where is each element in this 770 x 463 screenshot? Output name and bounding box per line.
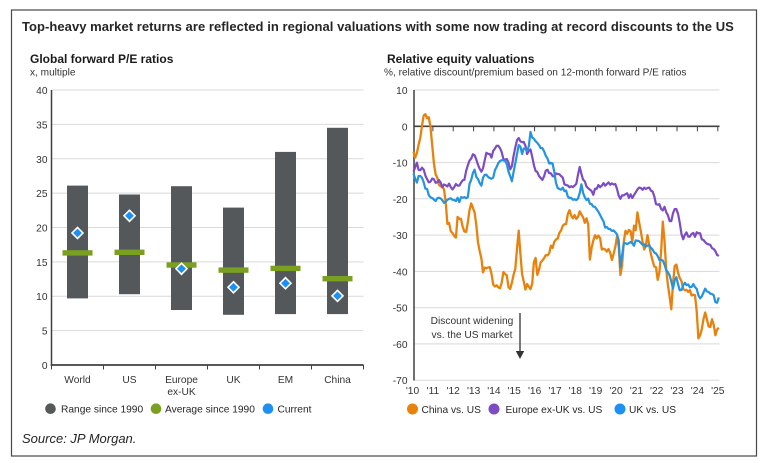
svg-text:China vs. US: China vs. US [422, 405, 482, 416]
svg-text:25: 25 [36, 189, 48, 200]
svg-text:'23: '23 [670, 386, 684, 397]
svg-text:'25: '25 [711, 386, 725, 397]
svg-text:-50: -50 [393, 304, 408, 315]
svg-text:Average since 1990: Average since 1990 [165, 405, 255, 416]
svg-text:0: 0 [42, 361, 48, 372]
svg-text:'15: '15 [508, 386, 522, 397]
svg-text:UK vs. US: UK vs. US [629, 405, 676, 416]
svg-text:20: 20 [36, 224, 48, 235]
svg-text:0: 0 [402, 122, 408, 133]
svg-text:Europe ex-UK vs. US: Europe ex-UK vs. US [506, 405, 603, 416]
svg-text:5: 5 [42, 327, 48, 338]
svg-text:Discount widening: Discount widening [431, 316, 514, 327]
svg-text:Relative equity valuations: Relative equity valuations [387, 52, 535, 66]
svg-text:'18: '18 [569, 386, 583, 397]
svg-text:10: 10 [36, 292, 48, 303]
svg-text:'19: '19 [589, 386, 603, 397]
svg-text:Source: JP Morgan.: Source: JP Morgan. [22, 431, 136, 446]
svg-text:30: 30 [36, 155, 48, 166]
svg-text:Global forward P/E ratios: Global forward P/E ratios [30, 52, 174, 66]
svg-text:x, multiple: x, multiple [30, 68, 76, 79]
svg-text:Europe: Europe [165, 375, 198, 386]
svg-text:-20: -20 [393, 195, 408, 206]
svg-text:-30: -30 [393, 231, 408, 242]
svg-text:US: US [122, 375, 136, 386]
svg-text:10: 10 [396, 86, 408, 97]
svg-text:Current: Current [278, 405, 312, 416]
svg-text:40: 40 [36, 86, 48, 97]
svg-text:vs. the US market: vs. the US market [432, 330, 513, 341]
svg-text:-40: -40 [393, 267, 408, 278]
svg-text:'10: '10 [406, 386, 420, 397]
svg-text:-10: -10 [393, 159, 408, 170]
svg-text:-70: -70 [393, 376, 408, 387]
svg-text:Top-heavy market returns are r: Top-heavy market returns are reflected i… [22, 19, 734, 34]
svg-text:-60: -60 [393, 340, 408, 351]
svg-text:EM: EM [278, 375, 293, 386]
svg-text:'22: '22 [650, 386, 664, 397]
svg-text:ex-UK: ex-UK [167, 387, 196, 398]
svg-text:UK: UK [226, 375, 240, 386]
svg-text:'11: '11 [427, 386, 440, 397]
svg-text:'14: '14 [487, 386, 501, 397]
svg-text:'20: '20 [609, 386, 623, 397]
svg-text:'17: '17 [548, 386, 562, 397]
svg-text:35: 35 [36, 120, 48, 131]
svg-text:World: World [64, 375, 91, 386]
svg-text:'16: '16 [528, 386, 542, 397]
svg-text:'24: '24 [691, 386, 705, 397]
svg-text:%, relative discount/premium b: %, relative discount/premium based on 12… [384, 68, 686, 79]
svg-text:Range since 1990: Range since 1990 [61, 405, 143, 416]
svg-text:15: 15 [36, 258, 48, 269]
svg-text:China: China [324, 375, 351, 386]
svg-text:'12: '12 [447, 386, 461, 397]
svg-text:'13: '13 [467, 386, 481, 397]
svg-text:'21: '21 [630, 386, 644, 397]
